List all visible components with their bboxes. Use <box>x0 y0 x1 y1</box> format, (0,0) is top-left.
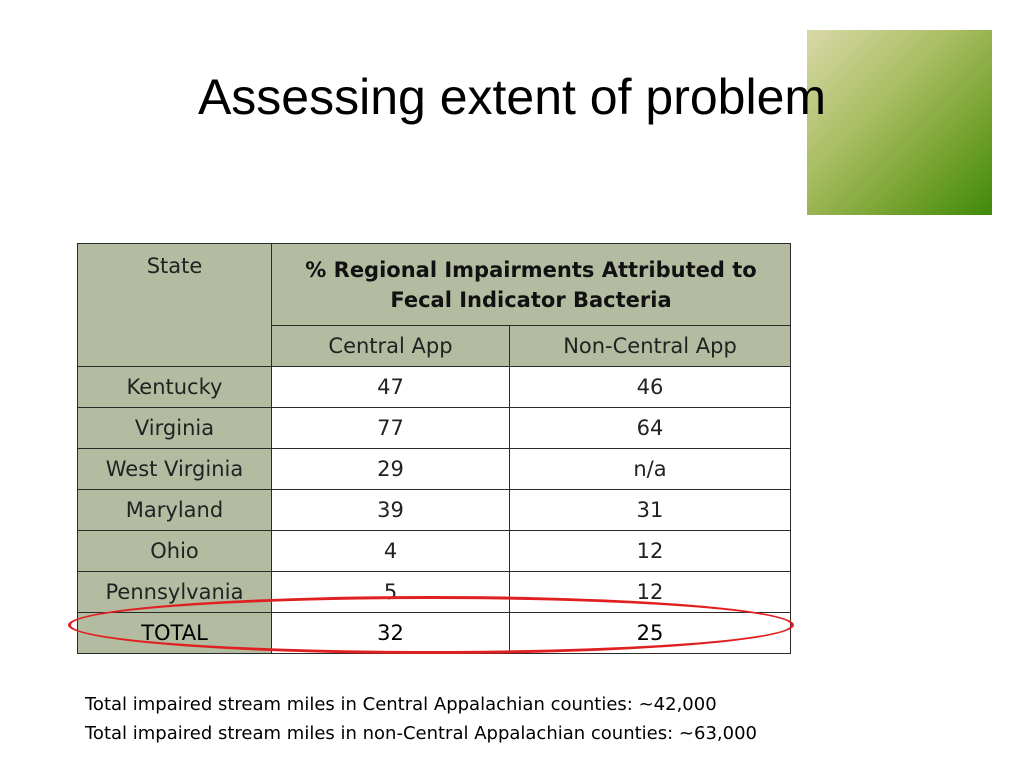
note-noncentral-miles: Total impaired stream miles in non-Centr… <box>85 723 757 744</box>
header-group: % Regional Impairments Attributed to Fec… <box>271 242 791 327</box>
noncentral-value: 31 <box>509 489 791 531</box>
note-central-miles: Total impaired stream miles in Central A… <box>85 694 717 715</box>
noncentral-value: 64 <box>509 407 791 449</box>
impairments-table: State % Regional Impairments Attributed … <box>77 242 791 654</box>
header-state: State <box>77 243 272 367</box>
state-cell: Kentucky <box>77 366 272 408</box>
table-row: Virginia 77 64 <box>77 407 791 449</box>
notes: Total impaired stream miles in Central A… <box>85 690 757 748</box>
noncentral-value: n/a <box>509 448 791 490</box>
table-row: Maryland 39 31 <box>77 489 791 531</box>
header-non-central-app: Non-Central App <box>509 325 791 367</box>
noncentral-value: 12 <box>509 530 791 572</box>
central-value: 29 <box>271 448 510 490</box>
central-value: 39 <box>271 489 510 531</box>
slide-title: Assessing extent of problem <box>197 69 827 125</box>
central-value: 47 <box>271 366 510 408</box>
noncentral-value: 46 <box>509 366 791 408</box>
table-header-row: State % Regional Impairments Attributed … <box>77 242 791 367</box>
state-cell: Virginia <box>77 407 272 449</box>
central-value: 77 <box>271 407 510 449</box>
state-cell: West Virginia <box>77 448 272 490</box>
decorative-green-square <box>807 30 992 215</box>
highlight-ellipse <box>68 596 794 654</box>
table-subheader-row: Central App Non-Central App <box>78 325 791 367</box>
table-row: Ohio 4 12 <box>77 530 791 572</box>
state-cell: Ohio <box>77 530 272 572</box>
table-row: West Virginia 29 n/a <box>77 448 791 490</box>
table-row: Kentucky 47 46 <box>77 366 791 408</box>
central-value: 4 <box>271 530 510 572</box>
header-central-app: Central App <box>271 325 510 367</box>
state-cell: Maryland <box>77 489 272 531</box>
